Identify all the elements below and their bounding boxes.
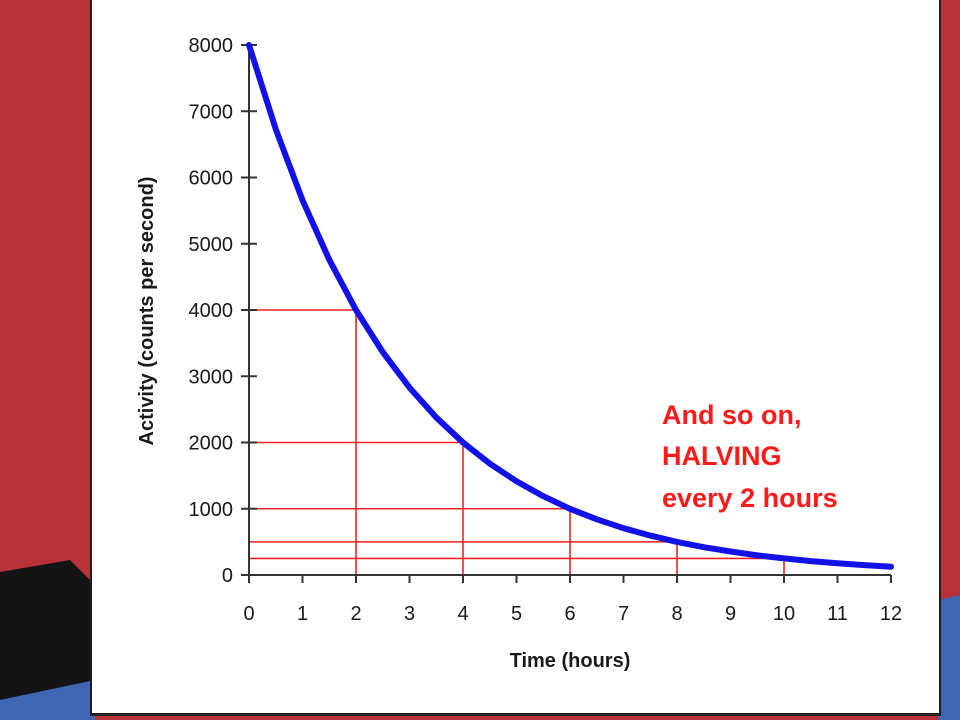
x-tick-label: 6 — [564, 603, 575, 625]
y-tick-label: 2000 — [189, 433, 234, 455]
slide-blue-swoosh — [0, 680, 95, 720]
y-tick-label: 1000 — [189, 499, 234, 521]
y-tick-label: 0 — [222, 565, 233, 587]
y-tick-label: 6000 — [189, 168, 234, 190]
decay-curve — [246, 42, 894, 570]
decay-series — [246, 42, 894, 570]
x-tick-label: 3 — [404, 603, 415, 625]
x-tick-label: 2 — [350, 603, 361, 625]
slide-black-swoosh — [0, 560, 95, 720]
y-tick-label: 3000 — [189, 366, 234, 388]
x-tick-label: 4 — [457, 603, 468, 625]
chart-panel: 0 1 2 3 4 5 6 7 8 9 10 11 12 0 1000 2000 3000 4000 5000 600… — [90, 0, 941, 716]
x-tick-label: 11 — [827, 603, 848, 625]
x-tick-label: 9 — [725, 603, 736, 625]
x-tick-label: 1 — [297, 603, 308, 625]
x-axis-title: Time (hours) — [510, 650, 631, 672]
decay-chart: 0 1 2 3 4 5 6 7 8 9 10 11 12010002000300040005000600… — [136, 35, 903, 672]
x-tick-label: 8 — [671, 603, 682, 625]
axis-ticks: 0 1 2 3 4 5 6 7 8 9 10 11 12010002000300040005000600… — [189, 35, 903, 625]
y-tick-label: 5000 — [189, 234, 234, 256]
y-tick-label: 4000 — [189, 300, 234, 322]
halving-annotation-line-1: And so on, — [662, 400, 801, 430]
x-tick-label: 7 — [618, 603, 629, 625]
x-tick-label: 5 — [511, 603, 522, 625]
slide-blue-swoosh-right — [938, 595, 960, 720]
x-tick-label: 12 — [880, 603, 902, 625]
y-tick-label: 8000 — [189, 35, 234, 57]
y-axis-title: Activity (counts per second) — [136, 177, 158, 446]
halving-annotation-line-3: every 2 hours — [662, 483, 838, 513]
x-tick-label: 10 — [773, 603, 795, 625]
y-tick-label: 7000 — [189, 101, 234, 123]
x-tick-label: 0 — [243, 603, 254, 625]
halving-guides — [249, 309, 785, 575]
halving-annotation-line-2: HALVING — [662, 441, 782, 471]
